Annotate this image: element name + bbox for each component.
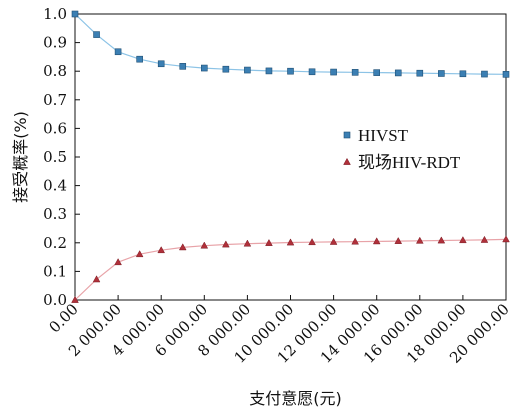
data-point: [200, 241, 209, 249]
data-point: [351, 69, 359, 76]
data-point: [438, 70, 445, 77]
y-tick-label: 0.4: [43, 177, 67, 195]
legend-marker: [343, 131, 351, 139]
data-point: [415, 236, 424, 244]
data-point: [481, 70, 488, 78]
legend-item: 现场HIV-RDT: [343, 153, 461, 172]
legend: HIVST 现场HIV-RDT: [343, 126, 461, 172]
y-tick-label: 0.8: [43, 62, 67, 80]
data-point: [136, 55, 143, 63]
series-layer: [71, 10, 510, 303]
data-point: [178, 243, 187, 251]
data-point: [308, 68, 316, 76]
data-point: [394, 236, 403, 244]
y-tick-label: 1.0: [43, 5, 67, 23]
data-point: [351, 237, 359, 245]
series-2: [71, 235, 510, 303]
data-point: [330, 68, 337, 76]
y-tick-label: 0.9: [43, 34, 67, 52]
data-point: [179, 63, 187, 70]
series-line: [74, 238, 507, 301]
data-point: [157, 60, 165, 68]
data-point: [114, 48, 122, 56]
data-point: [71, 10, 79, 18]
y-tick-label: 0.6: [43, 119, 67, 137]
data-point: [114, 258, 122, 266]
y-tick-label: 0.7: [43, 91, 67, 109]
series-1: [71, 10, 510, 78]
data-point: [93, 31, 100, 38]
data-point: [222, 65, 230, 73]
legend-label: 现场HIV-RDT: [358, 153, 461, 172]
data-point: [71, 295, 79, 303]
y-tick-label: 0.3: [43, 205, 67, 223]
y-axis: 0.0 0.1 0.2 0.3 0.4 0.5 0.6 0.7 0.8 0.9 1.0: [43, 5, 80, 309]
data-point: [135, 250, 144, 258]
data-point: [244, 66, 251, 74]
data-point: [459, 70, 467, 78]
data-point: [157, 246, 166, 254]
data-point: [459, 236, 467, 244]
data-point: [265, 238, 273, 246]
legend-label: HIVST: [358, 126, 409, 145]
data-point: [329, 237, 338, 245]
data-point: [222, 240, 230, 248]
y-tick-label: 0.1: [43, 262, 67, 280]
legend-marker: [343, 157, 351, 165]
y-tick-label: 0.0: [43, 291, 67, 309]
data-point: [372, 237, 381, 245]
y-tick-label: 0.2: [43, 234, 67, 252]
data-point: [373, 69, 381, 76]
data-point: [92, 275, 101, 283]
y-tick-label: 0.5: [43, 148, 67, 166]
data-point: [394, 69, 402, 77]
data-point: [201, 64, 208, 72]
data-point: [502, 71, 510, 78]
series-line: [74, 13, 507, 75]
legend-item: HIVST: [343, 126, 409, 145]
data-point: [502, 235, 510, 243]
data-point: [243, 239, 252, 247]
data-point: [437, 236, 446, 244]
y-axis-title: 接受概率(%): [11, 111, 30, 203]
data-point: [287, 67, 294, 75]
data-point: [480, 235, 489, 243]
data-point: [286, 238, 295, 246]
data-point: [416, 69, 424, 77]
data-point: [308, 238, 316, 246]
data-point: [265, 67, 273, 75]
x-axis-title: 支付意愿(元): [249, 389, 342, 408]
